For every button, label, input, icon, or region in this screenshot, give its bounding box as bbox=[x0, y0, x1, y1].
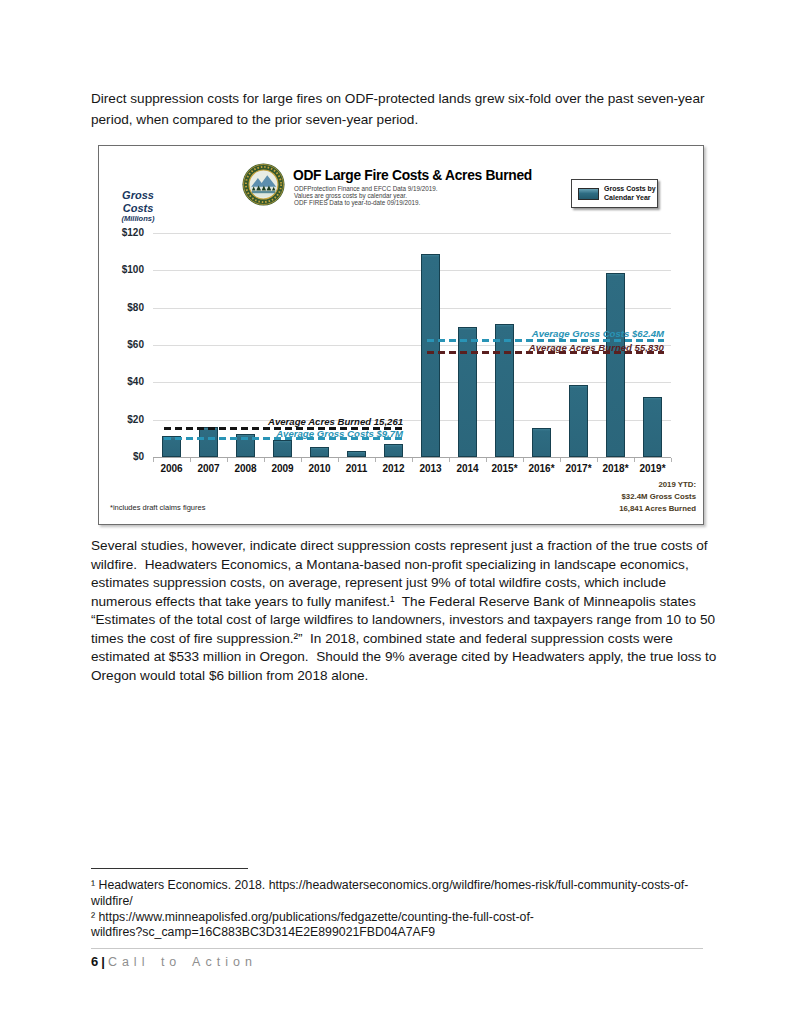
y-tick-label: $20 bbox=[104, 414, 144, 425]
x-axis-tick bbox=[560, 458, 561, 462]
x-axis-label: 2012 bbox=[375, 463, 412, 474]
chart-panel: Gross Costs (Millions) ODF Large Fire Co… bbox=[98, 145, 704, 525]
bar bbox=[606, 273, 625, 457]
x-axis-label: 2009 bbox=[264, 463, 301, 474]
x-axis-tick bbox=[671, 458, 672, 462]
y-tick-label: $60 bbox=[104, 339, 144, 350]
average-line-label: Average Gross Costs $62.4M bbox=[532, 328, 664, 339]
x-axis-tick bbox=[412, 458, 413, 462]
bar bbox=[384, 444, 403, 457]
text-line: times the cost of fire suppression.²” In… bbox=[91, 630, 771, 649]
x-axis-label: 2016* bbox=[523, 463, 560, 474]
x-axis-tick bbox=[449, 458, 450, 462]
gridline bbox=[153, 382, 671, 383]
bar bbox=[199, 427, 218, 457]
text-line: Oregon would total $6 billion from 2018 … bbox=[91, 667, 771, 686]
text-line: 16,841 Acres Burned bbox=[619, 503, 696, 515]
x-axis-label: 2015* bbox=[486, 463, 523, 474]
footnote-separator bbox=[91, 868, 248, 869]
intro-paragraph: Direct suppression costs for large fires… bbox=[91, 88, 771, 130]
draft-claims-note: *includes draft claims figures bbox=[110, 503, 205, 512]
bar bbox=[532, 428, 551, 457]
text-line: Several studies, however, indicate direc… bbox=[91, 537, 771, 556]
text-line: wildfire. Headwaters Economics, a Montan… bbox=[91, 556, 771, 575]
x-axis-label: 2018* bbox=[597, 463, 634, 474]
x-axis-label: 2011 bbox=[338, 463, 375, 474]
gridline bbox=[153, 420, 671, 421]
x-axis-label: 2007 bbox=[190, 463, 227, 474]
x-axis-label: 2010 bbox=[301, 463, 338, 474]
text-line: wildfire/ bbox=[91, 894, 771, 910]
x-axis-label: 2013 bbox=[412, 463, 449, 474]
x-axis-label: 2008 bbox=[227, 463, 264, 474]
text-line: estimated at $533 million in Oregon. Sho… bbox=[91, 648, 771, 667]
text-line: ¹ Headwaters Economics. 2018. https://he… bbox=[91, 878, 771, 894]
x-axis-tick bbox=[153, 458, 154, 462]
x-axis-label: 2017* bbox=[560, 463, 597, 474]
text-line: Direct suppression costs for large fires… bbox=[91, 88, 771, 109]
footnotes: ¹ Headwaters Economics. 2018. https://he… bbox=[91, 878, 771, 941]
text-line: wildfires?sc_camp=16C883BC3D314E2E899021… bbox=[91, 925, 771, 941]
page-number: 6 bbox=[91, 954, 98, 969]
gridline bbox=[153, 270, 671, 271]
x-axis-tick bbox=[375, 458, 376, 462]
bar bbox=[643, 397, 662, 457]
y-tick-label: $0 bbox=[104, 451, 144, 462]
x-axis-tick bbox=[523, 458, 524, 462]
bar bbox=[310, 447, 329, 457]
x-axis-tick bbox=[597, 458, 598, 462]
x-axis-label: 2014 bbox=[449, 463, 486, 474]
bar bbox=[347, 451, 366, 457]
average-line-label: Average Gross Costs $9.7M bbox=[276, 428, 403, 439]
text-line: numerous effects that take years to full… bbox=[91, 593, 771, 612]
text-line: $32.4M Gross Costs bbox=[619, 491, 696, 503]
x-axis-tick bbox=[190, 458, 191, 462]
average-line-label: Average Acres Burned 15,261 bbox=[268, 416, 403, 427]
text-line: period, when compared to the prior seven… bbox=[91, 109, 771, 130]
footer-rule bbox=[91, 948, 703, 949]
footer-separator: | bbox=[101, 954, 105, 969]
bar bbox=[458, 327, 477, 457]
gridline bbox=[153, 233, 671, 234]
page-footer: 6|Call to Action bbox=[91, 954, 257, 969]
text-line: ² https://www.minneapolisfed.org/publica… bbox=[91, 910, 771, 926]
gridline bbox=[153, 308, 671, 309]
plot-area: $0$20$40$60$80$100$120200620072008200920… bbox=[99, 146, 703, 524]
document-page: Direct suppression costs for large fires… bbox=[0, 0, 800, 1035]
y-tick-label: $120 bbox=[104, 227, 144, 238]
y-tick-label: $100 bbox=[104, 264, 144, 275]
text-line: estimates suppression costs, on average,… bbox=[91, 574, 771, 593]
x-axis-tick bbox=[301, 458, 302, 462]
body-paragraph: Several studies, however, indicate direc… bbox=[91, 537, 771, 685]
text-line: “Estimates of the total cost of large wi… bbox=[91, 611, 771, 630]
x-axis-label: 2019* bbox=[634, 463, 671, 474]
bar bbox=[273, 440, 292, 457]
bar bbox=[495, 324, 514, 457]
ytd-note: 2019 YTD:$32.4M Gross Costs16,841 Acres … bbox=[619, 479, 696, 514]
x-axis-tick bbox=[227, 458, 228, 462]
bar bbox=[569, 385, 588, 457]
x-axis-tick bbox=[486, 458, 487, 462]
y-tick-label: $40 bbox=[104, 376, 144, 387]
bar bbox=[421, 254, 440, 457]
x-axis-tick bbox=[338, 458, 339, 462]
x-axis-label: 2006 bbox=[153, 463, 190, 474]
average-line-label: Average Acres Burned 55,830 bbox=[529, 342, 664, 353]
x-axis-tick bbox=[634, 458, 635, 462]
footer-title: Call to Action bbox=[108, 955, 257, 969]
text-line: 2019 YTD: bbox=[619, 479, 696, 491]
x-axis-tick bbox=[264, 458, 265, 462]
y-tick-label: $80 bbox=[104, 302, 144, 313]
